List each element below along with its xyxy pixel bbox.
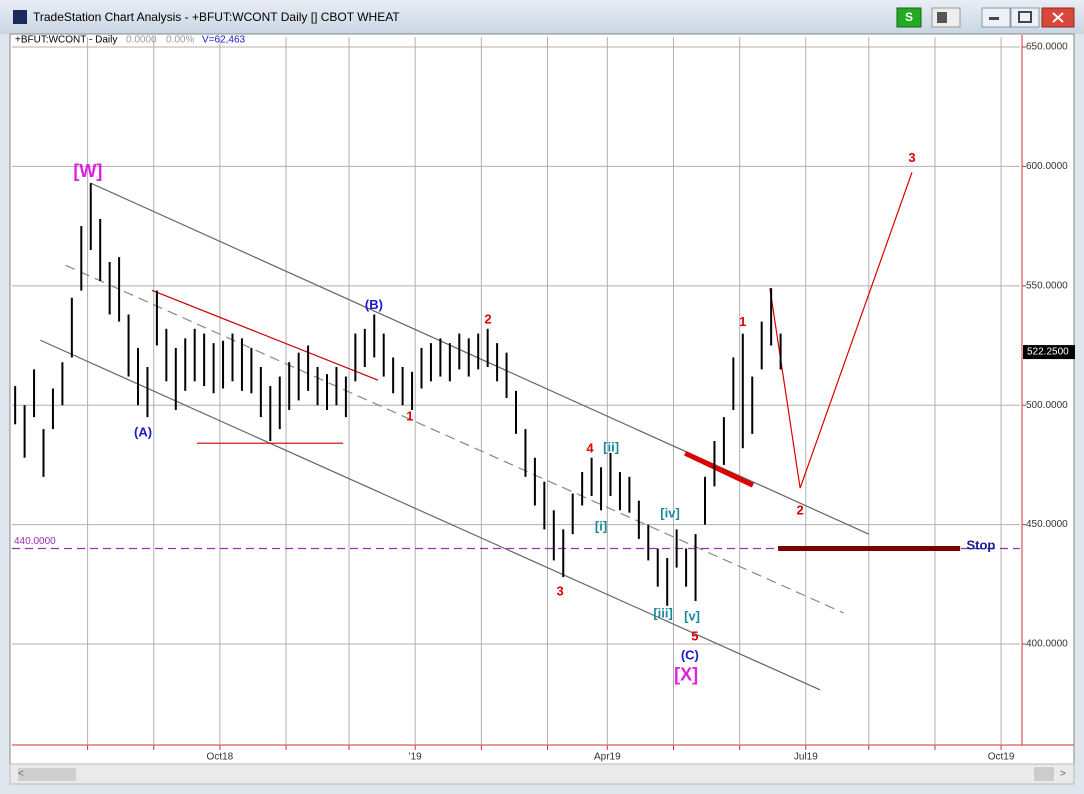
scroll-box: [1034, 767, 1054, 781]
wave-label: [W]: [73, 161, 102, 181]
s-button[interactable]: [896, 7, 922, 28]
wave-label: [iii]: [653, 605, 673, 620]
minimize-icon: [989, 17, 999, 20]
wave-label: 4: [586, 441, 594, 456]
window-title: TradeStation Chart Analysis - +BFUT:WCON…: [33, 10, 400, 24]
x-tick-label: Oct19: [988, 752, 1015, 763]
grid: [12, 37, 1020, 745]
y-tick-label: 500.0000: [1026, 400, 1068, 411]
s-button-label: S: [905, 10, 913, 24]
wave-label: (C): [681, 647, 699, 662]
last-price-tag: [1023, 345, 1075, 360]
close-icon: [1052, 12, 1064, 23]
last-price-label: 522.2500: [1027, 347, 1069, 358]
chart-area: [9, 33, 1075, 765]
wave-label: (A): [134, 425, 152, 440]
maximize-icon: [1018, 11, 1032, 23]
wave-label: 2: [484, 312, 491, 327]
scrollbar-thumb[interactable]: [18, 768, 76, 781]
x-tick-label: '19: [409, 752, 422, 763]
x-tick-label: Jul19: [794, 752, 818, 763]
wave-label: [v]: [684, 608, 700, 623]
x-tick-label: Oct18: [207, 752, 234, 763]
wave-label: 2: [797, 503, 804, 518]
menu-icon: [937, 12, 947, 23]
symbol-label: +BFUT:WCONT - Daily: [15, 35, 117, 46]
y-tick-label: 450.0000: [1026, 519, 1068, 530]
wave-label: 1: [406, 409, 413, 424]
scrollbar[interactable]: [9, 763, 1075, 785]
change-label: 0.0000: [126, 35, 157, 46]
plot: [W] (A) (B) 1 2 3 4 [ii] [i] [iii] [iv] [v] 5 (C) [X] 1…: [12, 150, 1020, 691]
wave-label: (B): [365, 297, 383, 312]
wave-label: [i]: [595, 518, 607, 533]
reference-label: 440.0000: [14, 536, 56, 547]
app-icon: [13, 10, 27, 24]
trend-line: [684, 450, 754, 488]
y-tick-label: 600.0000: [1026, 161, 1068, 172]
wave-label: 1: [739, 314, 746, 329]
y-tick-label: 650.0000: [1026, 42, 1068, 53]
maximize-button[interactable]: [1010, 7, 1040, 28]
trend-line: [65, 264, 844, 614]
y-tick-label: 550.0000: [1026, 280, 1068, 291]
scroll-left[interactable]: <: [18, 769, 24, 780]
scroll-right[interactable]: >: [1060, 769, 1066, 780]
wave-label: [iv]: [660, 506, 680, 521]
change-pct-label: 0.00%: [166, 35, 194, 46]
wave-label: [ii]: [603, 440, 619, 455]
x-tick-label: Apr19: [594, 752, 621, 763]
wave-label: [X]: [674, 665, 698, 685]
wave-label: 3: [908, 150, 915, 165]
trend-line: [90, 182, 870, 535]
volume-label: V=62,463: [202, 35, 246, 46]
axes: 650.0000 600.0000 550.0000 500.0000 450.0000…: [14, 42, 1075, 763]
y-tick-label: 400.0000: [1026, 639, 1068, 650]
wave-label: Stop: [966, 538, 995, 553]
wave-label: 3: [556, 583, 563, 598]
trend-line: [40, 339, 821, 691]
wave-label: 5: [691, 628, 698, 643]
trend-line: [151, 289, 379, 381]
